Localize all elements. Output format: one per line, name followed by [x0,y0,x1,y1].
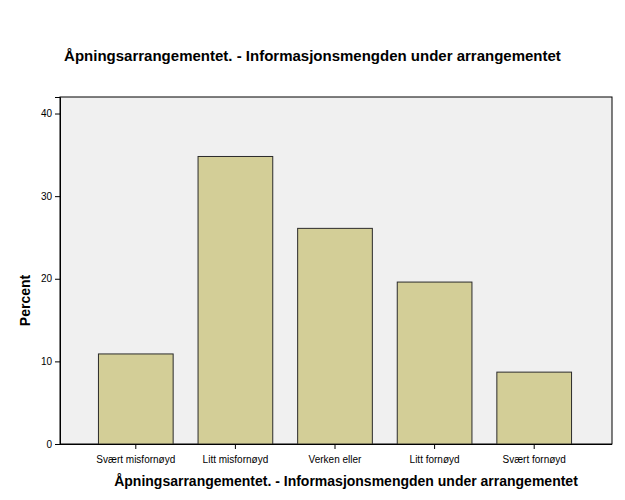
y-axis-title: Percent [17,274,33,326]
x-tick-mark [434,444,435,449]
y-tick-mark [55,361,60,362]
y-tick: 20 [41,273,60,284]
y-tick-mark [55,279,60,280]
background [0,0,625,500]
y-tick-label: 10 [41,356,53,367]
y-tick-mark [55,114,60,115]
y-axis-line [55,98,61,445]
chart: 0 10 20 30 40 Svært misfornøyd Litt misfornøyd… [0,0,625,500]
x-tick: Svært misfornøyd [96,444,175,465]
y-axis: 0 10 20 30 40 [41,98,61,450]
y-tick-mark [55,444,60,445]
title: Åpningsarrangementet. - Informasjonsmeng… [64,47,561,64]
bars [98,156,571,444]
y-tick: 0 [46,439,60,450]
y-tick-mark [55,196,60,197]
x-tick-mark [534,444,535,449]
y-tick-label: 30 [41,191,53,202]
bar [198,156,273,444]
y-tick: 10 [41,356,60,367]
y-tick: 30 [41,191,60,202]
bar [397,282,472,444]
y-tick-label: 0 [46,439,52,450]
x-tick-mark [135,444,136,449]
x-tick: Litt misfornøyd [203,444,269,465]
plot-area [60,97,612,444]
x-tick-label: Svært fornøyd [503,454,566,465]
x-tick-label: Verken eller [309,454,362,465]
y-tick-label: 20 [41,273,53,284]
x-tick-label: Litt fornøyd [410,454,460,465]
x-tick-label: Litt misfornøyd [203,454,269,465]
x-tick: Svært fornøyd [503,444,566,465]
x-axis-title: Åpningsarrangementet. - Informasjonsmeng… [114,473,578,489]
x-tick-mark [235,444,236,449]
bar [98,354,173,444]
x-tick: Litt fornøyd [410,444,460,465]
y-tick: 40 [41,108,60,119]
x-tick-label: Svært misfornøyd [96,454,175,465]
x-tick: Verken eller [309,444,362,465]
y-tick-label: 40 [41,108,53,119]
bar [298,228,373,444]
x-axis-line [60,444,612,445]
x-axis: Svært misfornøyd Litt misfornøyd Verken el… [60,444,612,465]
bar [497,372,572,444]
x-tick-mark [335,444,336,449]
